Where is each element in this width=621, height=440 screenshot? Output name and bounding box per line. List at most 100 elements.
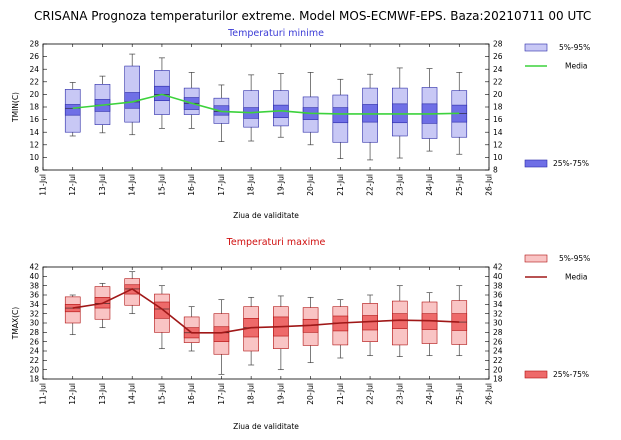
min-ytick-label-right: 20	[493, 90, 503, 99]
max-ytick-label-right: 22	[493, 356, 503, 365]
max-xtick-label: 18-Jul	[247, 383, 256, 405]
max-xtick-label: 11-Jul	[39, 383, 48, 405]
min-xtick-label: 17-Jul	[217, 174, 226, 196]
max-ytick-label-left: 38	[29, 281, 39, 290]
max-xtick-label: 15-Jul	[157, 383, 166, 405]
max-ytick-label-left: 22	[29, 356, 39, 365]
max-ytick-label-right: 20	[493, 365, 503, 374]
min-xtick-label: 26-Jul	[485, 174, 494, 196]
min-x-axis-label: Ziua de validitate	[233, 211, 299, 220]
max-xtick-label: 16-Jul	[187, 383, 196, 405]
min-legend-label-5-95: 5%-95%	[559, 43, 590, 52]
max-ytick-label-right: 30	[493, 319, 503, 328]
min-xtick-label: 21-Jul	[336, 174, 345, 196]
max-legend-label-median: Media	[565, 273, 588, 282]
max-xtick-label: 23-Jul	[395, 383, 404, 405]
max-ytick-label-left: 40	[29, 272, 39, 281]
max-xtick-label: 20-Jul	[306, 383, 315, 405]
min-chart-title: Temperaturi minime	[227, 28, 324, 39]
min-xtick-label: 12-Jul	[68, 174, 77, 196]
min-ytick-label-left: 26	[29, 52, 39, 61]
max-chart-title: Temperaturi maxime	[226, 237, 326, 248]
min-ytick-label-left: 16	[29, 115, 39, 124]
max-ytick-label-left: 20	[29, 365, 39, 374]
max-ytick-label-right: 18	[493, 375, 503, 384]
min-ytick-label-right: 26	[493, 52, 503, 61]
max-box-25-75	[154, 301, 170, 319]
min-xtick-label: 20-Jul	[306, 174, 315, 196]
max-ytick-label-right: 34	[493, 300, 503, 309]
max-ytick-label-left: 28	[29, 328, 39, 337]
min-ytick-label-left: 20	[29, 90, 39, 99]
max-xtick-label: 19-Jul	[276, 383, 285, 405]
min-ytick-label-right: 22	[493, 77, 503, 86]
min-legend-label-25-75: 25%-75%	[553, 159, 589, 168]
max-xtick-label: 13-Jul	[98, 383, 107, 405]
min-box-25-75	[213, 105, 230, 116]
max-ytick-label-left: 42	[29, 263, 39, 272]
max-ytick-label-right: 40	[493, 272, 503, 281]
max-y-axis-label: TMAX(C)	[11, 307, 20, 340]
min-xtick-label: 16-Jul	[187, 174, 196, 196]
max-legend-label-25-75: 25%-75%	[553, 370, 589, 379]
min-ytick-label-right: 24	[493, 65, 503, 74]
max-ytick-label-right: 38	[493, 281, 503, 290]
max-legend-swatch-5-95	[524, 254, 548, 263]
max-ytick-label-right: 26	[493, 337, 503, 346]
min-ytick-label-right: 10	[493, 153, 503, 162]
max-xtick-label: 17-Jul	[217, 383, 226, 405]
max-box-25-75	[213, 326, 230, 342]
min-ytick-label-left: 10	[29, 153, 39, 162]
min-ytick-label-right: 14	[493, 128, 503, 137]
max-xtick-label: 12-Jul	[68, 383, 77, 405]
max-ytick-label-left: 18	[29, 375, 39, 384]
min-box-25-75	[154, 85, 170, 101]
min-median-line	[72, 93, 460, 115]
min-xtick-label: 14-Jul	[128, 174, 137, 196]
max-ytick-label-right: 42	[493, 263, 503, 272]
max-ytick-label-left: 36	[29, 291, 39, 300]
max-xtick-label: 21-Jul	[336, 383, 345, 405]
min-ytick-label-right: 12	[493, 140, 503, 149]
min-legend-swatch-5-95	[524, 43, 548, 52]
min-xtick-label: 23-Jul	[395, 174, 404, 196]
min-ytick-label-left: 24	[29, 65, 39, 74]
min-ytick-label-right: 28	[493, 40, 503, 49]
max-box-25-75	[362, 315, 378, 331]
max-ytick-label-left: 26	[29, 337, 39, 346]
max-ytick-label-right: 32	[493, 309, 503, 318]
min-xtick-label: 19-Jul	[276, 174, 285, 196]
max-ytick-label-left: 30	[29, 319, 39, 328]
min-y-axis-label: TMIN(C)	[11, 92, 20, 123]
min-xtick-label: 18-Jul	[247, 174, 256, 196]
min-xtick-label: 22-Jul	[366, 174, 375, 196]
min-ytick-label-left: 12	[29, 140, 39, 149]
min-xtick-label: 11-Jul	[39, 174, 48, 196]
min-ytick-label-right: 8	[493, 166, 498, 175]
min-box-25-75	[64, 104, 81, 116]
max-legend-label-5-95: 5%-95%	[559, 254, 590, 263]
max-ytick-label-right: 36	[493, 291, 503, 300]
max-xtick-label: 14-Jul	[128, 383, 137, 405]
min-ytick-label-right: 16	[493, 115, 503, 124]
min-ytick-label-right: 18	[493, 103, 503, 112]
max-xtick-label: 24-Jul	[425, 383, 434, 405]
min-xtick-label: 25-Jul	[455, 174, 464, 196]
max-median-line	[72, 288, 460, 334]
min-legend-swatch-25-75	[524, 159, 548, 168]
min-ytick-label-left: 18	[29, 103, 39, 112]
min-xtick-label: 13-Jul	[98, 174, 107, 196]
max-x-axis-label: Ziua de validitate	[233, 422, 299, 431]
max-ytick-label-left: 24	[29, 347, 39, 356]
min-ytick-label-left: 8	[34, 166, 39, 175]
max-xtick-label: 22-Jul	[366, 383, 375, 405]
min-xtick-label: 15-Jul	[157, 174, 166, 196]
max-xtick-label: 25-Jul	[455, 383, 464, 405]
max-ytick-label-right: 24	[493, 347, 503, 356]
min-ytick-label-left: 22	[29, 77, 39, 86]
max-ytick-label-left: 34	[29, 300, 39, 309]
max-ytick-label-left: 32	[29, 309, 39, 318]
min-xtick-label: 24-Jul	[425, 174, 434, 196]
page-title: CRISANA Prognoza temperaturilor extreme.…	[34, 9, 592, 23]
